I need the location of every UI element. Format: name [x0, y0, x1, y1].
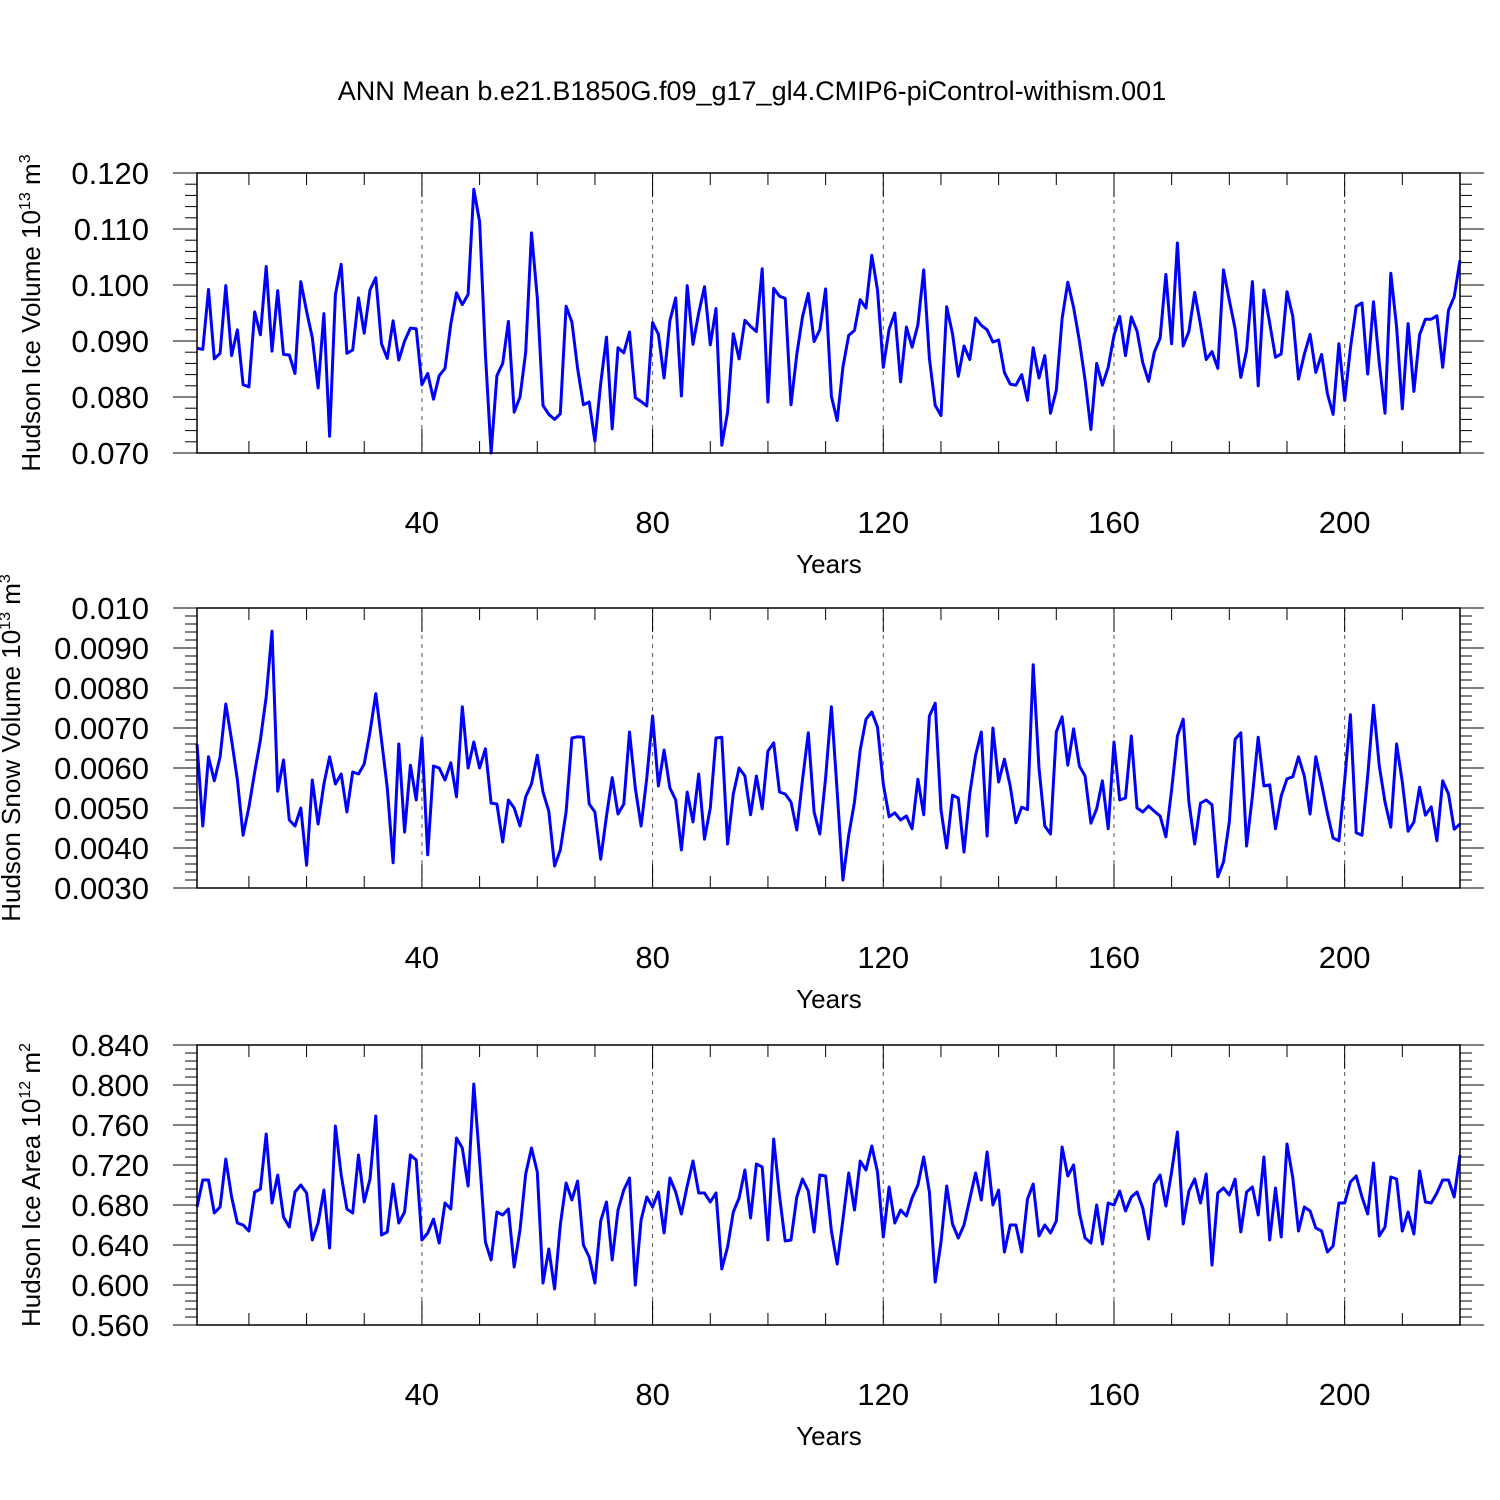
y-tick-label: 0.840	[71, 1028, 149, 1063]
x-tick-label: 120	[857, 505, 909, 540]
y-tick-label: 0.720	[71, 1148, 149, 1183]
y-tick-label: 0.0030	[54, 871, 149, 906]
y-axis-title: Hudson Ice Area 1012 m2	[16, 1043, 46, 1327]
y-tick-label: 0.0090	[54, 631, 149, 666]
y-tick-label: 0.070	[71, 436, 149, 471]
y-tick-label: 0.0080	[54, 671, 149, 706]
y-axis-title: Hudson Ice Volume 1013 m3	[16, 154, 46, 471]
y-tick-label: 0.680	[71, 1188, 149, 1223]
x-tick-label: 40	[405, 505, 439, 540]
x-tick-label: 160	[1088, 940, 1140, 975]
chart-panel-2: 0.0030 0.0040 0.0050 0.0060 0.0070 0.0080 0.00…	[0, 574, 1484, 1014]
x-axis-title: Years	[796, 984, 862, 1014]
y-axis-title: Hudson Snow Volume 1013 m3	[0, 574, 26, 922]
x-tick-label: 120	[857, 1377, 909, 1412]
x-tick-label: 200	[1319, 505, 1371, 540]
y-tick-label: 0.800	[71, 1068, 149, 1103]
series-line	[195, 629, 1462, 882]
x-axis-title: Years	[796, 549, 862, 579]
x-tick-label: 80	[635, 940, 669, 975]
x-tick-label: 40	[405, 1377, 439, 1412]
x-tick-label: 200	[1319, 1377, 1371, 1412]
y-tick-label: 0.0040	[54, 831, 149, 866]
y-tick-label: 0.090	[71, 324, 149, 359]
series-line	[196, 187, 1462, 455]
y-tick-label: 0.0050	[54, 791, 149, 826]
y-tick-label: 0.080	[71, 380, 149, 415]
y-tick-label: 0.120	[71, 156, 149, 191]
x-tick-label: 200	[1319, 940, 1371, 975]
chart-panel-3: 0.560 0.600 0.640 0.680 0.720 0.760 0.800 0.840…	[16, 1028, 1484, 1451]
plot-frame	[196, 607, 1461, 889]
chart-panel-1: 0.070 0.080 0.090 0.100 0.110 0.120 40 80 120 160…	[16, 154, 1484, 579]
y-tick-label: 0.0060	[54, 751, 149, 786]
y-tick-label: 0.640	[71, 1228, 149, 1263]
x-tick-label: 160	[1088, 505, 1140, 540]
x-tick-label: 160	[1088, 1377, 1140, 1412]
x-tick-label: 80	[635, 1377, 669, 1412]
series-line	[195, 1082, 1462, 1291]
y-tick-label: 0.560	[71, 1308, 149, 1343]
y-tick-label: 0.760	[71, 1108, 149, 1143]
y-tick-label: 0.010	[71, 591, 149, 626]
y-tick-label: 0.600	[71, 1268, 149, 1303]
x-tick-label: 120	[857, 940, 909, 975]
x-tick-label: 80	[635, 505, 669, 540]
y-tick-label: 0.0070	[54, 711, 149, 746]
x-tick-label: 40	[405, 940, 439, 975]
y-tick-label: 0.110	[74, 212, 149, 247]
chart-title: ANN Mean b.e21.B1850G.f09_g17_gl4.CMIP6-…	[338, 76, 1166, 106]
y-tick-label: 0.100	[71, 268, 149, 303]
x-axis-title: Years	[796, 1421, 862, 1451]
plot-frame	[196, 1044, 1461, 1326]
plot-frame	[196, 172, 1461, 454]
